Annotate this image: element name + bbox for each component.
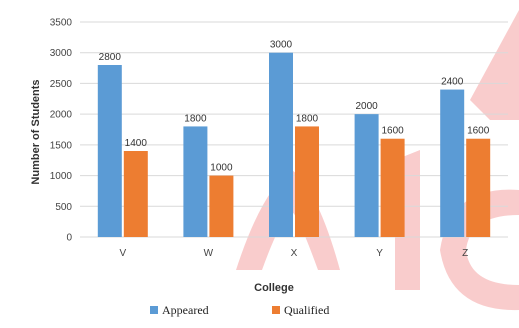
bar-qualified-x [295,126,319,237]
data-label: 1800 [184,113,207,124]
data-label: 2800 [99,52,122,63]
legend-swatch-appeared [150,306,158,314]
y-tick-label: 3000 [50,48,73,59]
bar-qualified-z [466,138,491,237]
data-labels: 2800 1400 1800 1000 3000 1800 2000 1600 2400 1600 [99,40,490,174]
bar-appeared-y [354,114,379,237]
legend-swatch-qualified [272,306,280,314]
legend: Appeared Qualified [150,303,329,317]
y-tick-label: 500 [55,202,72,213]
y-tick-label: 2000 [50,110,73,121]
data-label: 3000 [270,40,293,51]
data-label: 2000 [355,101,378,112]
bar-appeared-v [97,65,122,237]
y-axis-ticks: 0 500 1000 1500 2000 2500 3000 3500 [50,18,73,244]
x-tick-label: Z [462,248,468,259]
data-label: 1000 [210,163,233,174]
bar-qualified-w [209,175,234,237]
bar-qualified-v [123,151,148,237]
y-axis-title: Number of Students [30,79,42,184]
x-tick-label: W [204,248,214,259]
x-tick-label: Y [376,248,383,259]
data-label: 1600 [467,126,490,137]
bars [97,52,491,237]
x-tick-label: X [291,248,298,259]
bar-qualified-y [380,138,405,237]
x-axis-title: College [254,282,294,294]
data-label: 1600 [381,126,404,137]
legend-label-qualified: Qualified [284,303,329,317]
watermark-shape [470,10,519,120]
data-label: 1400 [125,138,148,149]
x-tick-label: V [119,248,126,259]
y-tick-label: 1500 [50,140,73,151]
y-tick-label: 0 [66,233,72,244]
legend-label-appeared: Appeared [162,303,209,317]
y-tick-label: 2500 [50,79,73,90]
x-axis-ticks: V W X Y Z [119,248,468,259]
watermark-shape [236,170,340,270]
data-label: 2400 [441,77,464,88]
bar-appeared-w [183,126,208,237]
bar-appeared-x [269,52,293,237]
y-tick-label: 1000 [50,171,73,182]
gridlines [80,21,508,238]
bar-appeared-z [440,89,465,237]
data-label: 1800 [296,113,319,124]
y-tick-label: 3500 [50,18,73,29]
